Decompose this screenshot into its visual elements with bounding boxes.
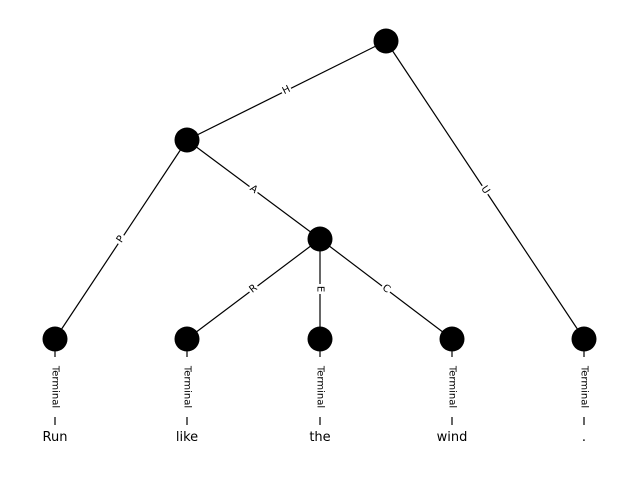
- edge-label-group: A: [245, 181, 262, 198]
- terminal-word: Run: [43, 430, 68, 445]
- terminal-type-label: Terminal: [182, 365, 193, 408]
- edge-label: P: [115, 234, 128, 245]
- edge-label: E: [315, 286, 326, 292]
- terminal-word: like: [176, 430, 198, 445]
- terminal-word: .: [582, 430, 586, 445]
- edge-label-background: [314, 284, 326, 294]
- edge-label: U: [478, 184, 491, 196]
- edge-label-background: [113, 232, 129, 247]
- node-n2: [307, 226, 333, 252]
- edge-label-group: P: [113, 232, 129, 247]
- node-n1: [174, 127, 200, 153]
- terminal-type-label: Terminal: [447, 365, 458, 408]
- edge-label-background: [245, 281, 262, 297]
- node-t_the: [307, 326, 333, 352]
- edge-labels-layer: H U P A R E C: [113, 82, 493, 297]
- edge-label: C: [380, 283, 392, 296]
- node-root: [373, 28, 399, 54]
- edge-label: R: [247, 282, 259, 295]
- terminal-type-label: Terminal: [579, 365, 590, 408]
- edge-label-group: E: [314, 284, 326, 294]
- edge-label: H: [281, 84, 293, 97]
- edge-label-group: R: [245, 281, 262, 297]
- edge-label-group: C: [378, 281, 394, 297]
- edges-layer: [54, 40, 585, 340]
- terminal-type-label: Terminal: [50, 365, 61, 408]
- edge-label-group: U: [477, 182, 493, 198]
- terminals-layer: Terminal Run Terminal like Terminal the Termin…: [43, 351, 590, 445]
- edge-label-background: [477, 182, 493, 198]
- node-t_wind: [439, 326, 465, 352]
- node-t_like: [174, 326, 200, 352]
- node-t_run: [42, 326, 68, 352]
- edge-label-group: H: [279, 82, 294, 99]
- edge-label-background: [279, 82, 294, 99]
- node-t_period: [571, 326, 597, 352]
- edge-label-background: [245, 181, 262, 198]
- nodes-layer: [42, 28, 597, 352]
- edge-label-background: [378, 281, 394, 297]
- terminal-word: wind: [437, 430, 468, 445]
- terminal-word: the: [309, 430, 330, 445]
- terminal-type-label: Terminal: [315, 365, 326, 408]
